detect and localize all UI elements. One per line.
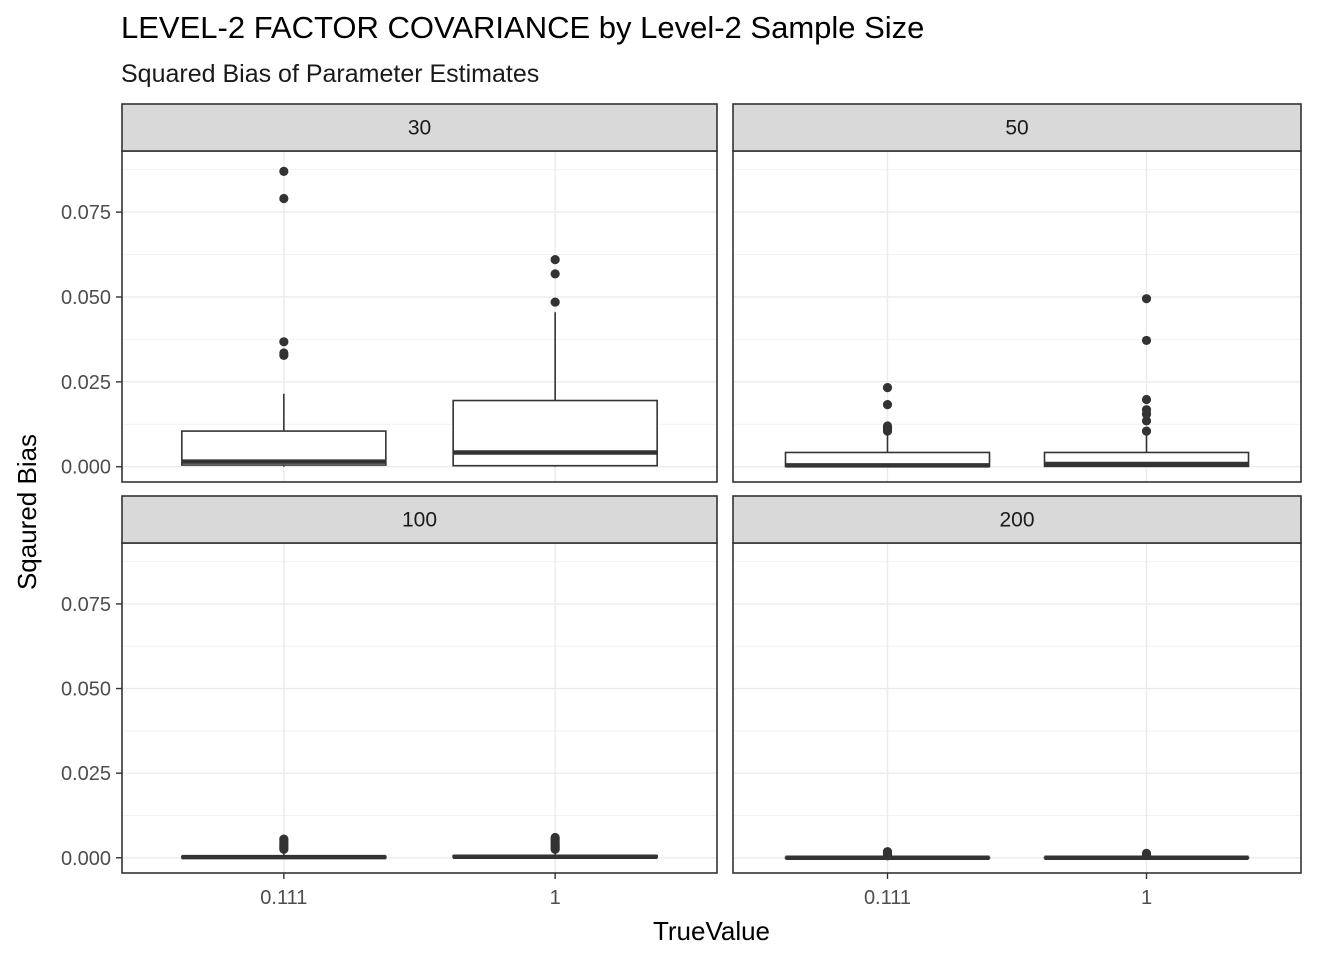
facet-label: 30: [408, 117, 431, 140]
outlier-point: [1141, 294, 1152, 304]
panel-background: [122, 543, 717, 873]
facet-strip: [732, 495, 1302, 544]
facet-strip: [121, 495, 718, 544]
panel-background: [733, 543, 1301, 873]
chart-subtitle: Squared Bias of Parameter Estimates: [121, 60, 540, 88]
x-tick-label: 1: [550, 887, 561, 909]
x-tick-label: 0.111: [260, 887, 307, 909]
y-axis-title: Sqaured Bias: [12, 434, 42, 590]
x-tick-label: 0.111: [864, 887, 911, 909]
facet-label: 200: [999, 509, 1034, 532]
chart-title: LEVEL-2 FACTOR COVARIANCE by Level-2 Sam…: [121, 10, 925, 45]
facet-label: 100: [402, 509, 437, 532]
facet-strip: [732, 103, 1302, 152]
outlier-point: [1141, 426, 1152, 436]
panel-background: [733, 151, 1301, 482]
y-tick-label: 0.075: [61, 202, 111, 224]
facet-strip: [121, 103, 718, 152]
y-tick-label: 0.075: [61, 594, 111, 616]
y-tick-label: 0.000: [61, 457, 111, 479]
x-tick-label: 1: [1141, 887, 1152, 909]
facet-label: 50: [1005, 117, 1028, 140]
outlier-point: [882, 399, 893, 410]
outlier-point: [1141, 394, 1152, 405]
outlier-point: [882, 847, 893, 857]
y-tick-label: 0.025: [61, 372, 111, 394]
outlier-point: [882, 383, 893, 393]
outlier-point: [550, 832, 560, 843]
outlier-point: [279, 337, 289, 347]
box-iqr: [181, 430, 387, 466]
x-axis-title: TrueValue: [653, 916, 770, 946]
outlier-point: [279, 348, 289, 358]
outlier-point: [550, 297, 560, 307]
y-tick-label: 0.050: [61, 287, 111, 309]
outlier-point: [279, 166, 289, 176]
outlier-point: [550, 269, 560, 279]
outlier-point: [1141, 848, 1152, 858]
outlier-point: [1141, 335, 1152, 346]
y-tick-label: 0.000: [61, 848, 111, 870]
outlier-point: [1141, 405, 1152, 415]
y-tick-label: 0.050: [61, 679, 111, 701]
outlier-point: [1141, 416, 1152, 426]
outlier-point: [882, 421, 893, 431]
box-iqr: [452, 399, 658, 467]
outlier-point: [279, 834, 289, 844]
outlier-point: [279, 193, 289, 204]
y-tick-label: 0.025: [61, 763, 111, 785]
outlier-point: [550, 255, 560, 265]
